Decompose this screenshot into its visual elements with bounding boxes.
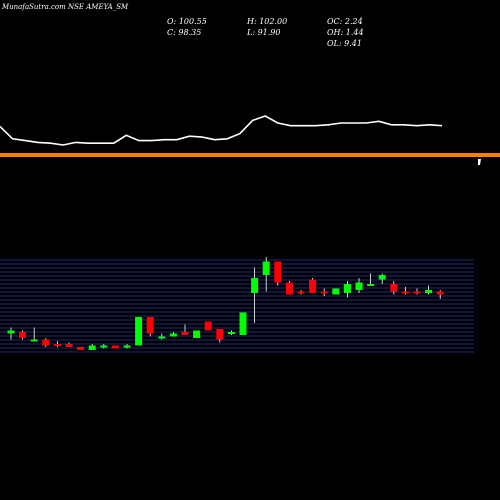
candle (111, 345, 119, 349)
candle-body (216, 329, 224, 340)
candle-body (239, 312, 247, 335)
candle (181, 324, 189, 335)
candle-body (367, 284, 375, 286)
candle-body (193, 330, 201, 338)
candle-body (181, 332, 189, 335)
candle (251, 267, 259, 323)
candle-body (285, 282, 293, 295)
chart-title: MunafaSutra.com NSE AMEYA_SM (2, 3, 129, 11)
candle (100, 344, 108, 349)
candle (65, 342, 73, 347)
candle-body (7, 330, 15, 334)
separator-bar (0, 153, 500, 157)
stat-oc: OC: 2.24 (327, 17, 363, 26)
candle-body (390, 284, 398, 292)
candle (320, 288, 328, 296)
candle-body (320, 291, 328, 294)
candle (297, 290, 305, 295)
candle (343, 281, 351, 298)
candle-body (100, 345, 108, 348)
stat-open: O: 100.55 (167, 17, 207, 26)
candle-body (227, 332, 235, 334)
candle-body (19, 332, 27, 338)
marker-icon (478, 159, 481, 165)
candle (239, 312, 247, 335)
candle-body (77, 347, 85, 350)
candle-body (378, 275, 386, 280)
candle (53, 341, 61, 347)
candle (332, 288, 340, 295)
candle-body (343, 284, 351, 293)
candle-body (401, 291, 409, 294)
candle (77, 347, 85, 350)
candle-body (111, 345, 119, 349)
candle-body (123, 345, 131, 348)
candle (169, 332, 177, 337)
candle (193, 330, 201, 338)
candle-body (309, 279, 317, 293)
candle (227, 330, 235, 335)
candle (274, 261, 282, 286)
candle-body (169, 333, 177, 337)
candle (146, 317, 154, 337)
candle-body (332, 288, 340, 295)
candle-body (355, 282, 363, 290)
candle (378, 273, 386, 284)
candle (123, 344, 131, 349)
candle (88, 344, 96, 350)
candle-body (425, 290, 433, 293)
candle (19, 330, 27, 340)
stat-ol: OL: 9.41 (327, 39, 362, 48)
candle (367, 273, 375, 286)
candle (30, 327, 38, 342)
candle-body (30, 339, 38, 342)
candle (285, 281, 293, 295)
candle-body (274, 261, 282, 283)
candle (436, 290, 444, 299)
candle (158, 333, 166, 340)
candle (413, 288, 421, 295)
candle (216, 329, 224, 343)
candle-body (297, 291, 305, 294)
stat-low: L: 91.90 (247, 28, 281, 37)
candle-body (88, 345, 96, 350)
stat-high: H: 102.00 (247, 17, 288, 26)
candle (204, 321, 212, 331)
candle (390, 281, 398, 295)
candle-body (135, 317, 143, 346)
candle (401, 287, 409, 295)
candle (7, 327, 15, 340)
stat-close: C: 98.35 (167, 28, 202, 37)
candle (425, 285, 433, 295)
candle (135, 317, 143, 346)
candle-body (436, 291, 444, 295)
candle-body (204, 321, 212, 331)
candle-body (53, 344, 61, 346)
candle-body (65, 344, 73, 347)
candle-body (251, 278, 259, 293)
candle (42, 338, 50, 347)
candle (309, 278, 317, 293)
grid-lines (0, 259, 474, 353)
candle (262, 257, 270, 292)
candle (355, 278, 363, 293)
price-line (0, 115, 443, 146)
candle-body (262, 261, 270, 275)
candle-body (146, 317, 154, 334)
candle-body (158, 336, 166, 339)
candle-body (42, 339, 50, 346)
candle-body (413, 291, 421, 294)
price-line-chart (0, 115, 443, 146)
stat-oh: OH: 1.44 (327, 28, 364, 37)
candlestick-chart (7, 257, 444, 350)
